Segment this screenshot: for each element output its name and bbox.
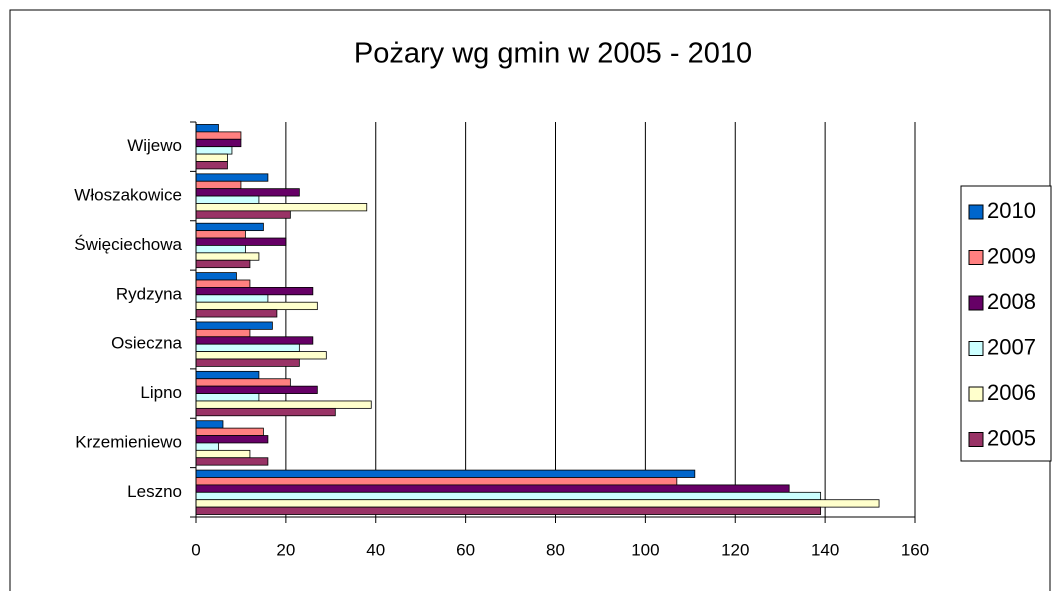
legend-swatch	[968, 204, 984, 220]
bar	[195, 358, 300, 367]
y-tick-label: Osieczna	[111, 334, 182, 353]
bar	[195, 506, 822, 515]
bar	[195, 343, 300, 352]
bar	[195, 138, 242, 148]
x-tick-label: 60	[456, 540, 475, 559]
bar	[195, 279, 251, 288]
legend-swatch	[968, 432, 984, 447]
chart-title: Pożary wg gmin w 2005 - 2010	[354, 38, 752, 70]
bar	[195, 477, 678, 486]
y-tick-label: Leszno	[127, 482, 182, 501]
bar	[195, 180, 242, 190]
bar	[195, 400, 372, 409]
bar	[195, 491, 822, 501]
bar	[195, 321, 273, 330]
x-tick-label: 160	[901, 540, 929, 559]
bar	[195, 378, 291, 387]
y-tick-label: Włoszakowice	[74, 186, 182, 205]
y-tick-label: Krzemieniewo	[75, 432, 182, 451]
bar	[195, 484, 790, 493]
bar	[195, 153, 228, 162]
legend-swatch	[968, 295, 984, 311]
bar	[195, 146, 233, 155]
bar	[195, 210, 291, 219]
legend-label: 2008	[987, 289, 1036, 314]
y-tick-label: Rydzyna	[116, 284, 183, 303]
bar	[195, 328, 251, 338]
legend-label: 2009	[987, 243, 1036, 268]
bar	[195, 124, 219, 133]
legend-label: 2007	[987, 334, 1036, 359]
bar	[195, 442, 219, 451]
x-tick-label: 120	[721, 540, 749, 559]
bar	[195, 131, 242, 140]
bar	[195, 457, 269, 466]
legend-swatch	[968, 250, 984, 265]
x-tick-label: 0	[191, 540, 200, 559]
y-tick-label: Lipno	[140, 383, 182, 402]
bar	[195, 407, 336, 417]
bar	[195, 427, 264, 436]
bar	[195, 287, 314, 296]
bar	[195, 420, 224, 429]
y-tick-label: Święciechowa	[74, 235, 182, 254]
x-tick-label: 20	[276, 540, 295, 559]
bar	[195, 309, 278, 318]
bar	[195, 173, 269, 182]
legend-swatch	[968, 341, 984, 356]
x-tick-label: 40	[366, 540, 385, 559]
bar	[195, 188, 300, 197]
bar	[195, 499, 880, 508]
y-tick-label: Wijewo	[127, 136, 182, 155]
bar	[195, 237, 287, 246]
bar	[195, 161, 228, 170]
x-tick-label: 140	[811, 540, 839, 559]
bar	[195, 294, 269, 303]
bar	[195, 245, 246, 254]
bar	[195, 195, 260, 204]
bar	[195, 435, 269, 444]
bar	[195, 272, 237, 281]
bar	[195, 301, 318, 311]
bar	[195, 230, 246, 239]
x-tick-label: 80	[546, 540, 565, 559]
bar	[195, 370, 260, 380]
legend-box	[960, 185, 1052, 462]
legend-label: 2010	[987, 198, 1036, 223]
legend-label: 2005	[987, 425, 1036, 450]
legend-swatch	[968, 386, 984, 402]
bar	[195, 469, 696, 478]
bar	[195, 351, 327, 360]
legend-label: 2006	[987, 380, 1036, 405]
bar	[195, 252, 260, 261]
bar	[195, 393, 260, 402]
bar	[195, 449, 251, 459]
bar	[195, 259, 251, 269]
bar	[195, 336, 314, 345]
x-tick-label: 100	[631, 540, 659, 559]
bar	[195, 203, 368, 212]
bar	[195, 385, 318, 394]
bar	[195, 222, 264, 232]
